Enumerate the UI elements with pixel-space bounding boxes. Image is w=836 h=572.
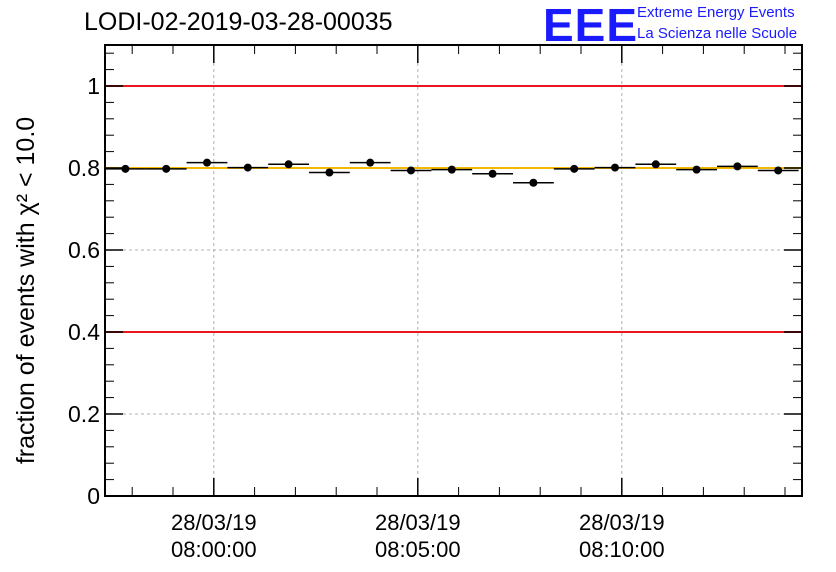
logo-text-line2: La Scienza nelle Scuole bbox=[637, 25, 798, 42]
data-point bbox=[733, 162, 742, 171]
data-point bbox=[243, 163, 252, 172]
plot-frame bbox=[104, 44, 803, 497]
chart-title: LODI-02-2019-03-28-00035 bbox=[84, 8, 393, 36]
data-point bbox=[162, 164, 171, 173]
data-point bbox=[651, 160, 660, 169]
y-tick-label: 0 bbox=[87, 483, 100, 509]
data-point bbox=[692, 165, 701, 174]
y-tick-label: 0.4 bbox=[68, 319, 100, 345]
data-point bbox=[407, 166, 415, 175]
eee-logo: EEE bbox=[543, 0, 639, 51]
x-tick-label-date: 28/03/19 bbox=[375, 510, 461, 535]
data-point bbox=[447, 165, 456, 174]
data-point bbox=[611, 163, 619, 172]
y-tick-label: 1 bbox=[87, 73, 100, 99]
data-point bbox=[325, 168, 334, 177]
x-tick-label-time: 08:10:00 bbox=[579, 537, 665, 562]
data-point bbox=[121, 164, 130, 173]
data-point bbox=[366, 158, 375, 167]
x-tick-label-date: 28/03/19 bbox=[579, 510, 665, 535]
logo-text-line1: Extreme Energy Events bbox=[637, 4, 795, 21]
data-point bbox=[774, 166, 783, 175]
x-tick-label-date: 28/03/19 bbox=[171, 510, 257, 535]
data-point bbox=[203, 158, 211, 167]
y-tick-label: 0.6 bbox=[68, 237, 100, 263]
y-tick-label: 0.2 bbox=[68, 401, 100, 427]
x-tick-label-time: 08:00:00 bbox=[171, 537, 257, 562]
data-point bbox=[529, 178, 538, 187]
y-tick-label: 0.8 bbox=[68, 155, 100, 181]
y-axis-label: fraction of events with χ² < 10.0 bbox=[12, 117, 40, 464]
data-point bbox=[488, 169, 497, 178]
data-point bbox=[570, 164, 579, 173]
x-tick-label-time: 08:05:00 bbox=[375, 537, 461, 562]
data-point bbox=[284, 160, 293, 169]
